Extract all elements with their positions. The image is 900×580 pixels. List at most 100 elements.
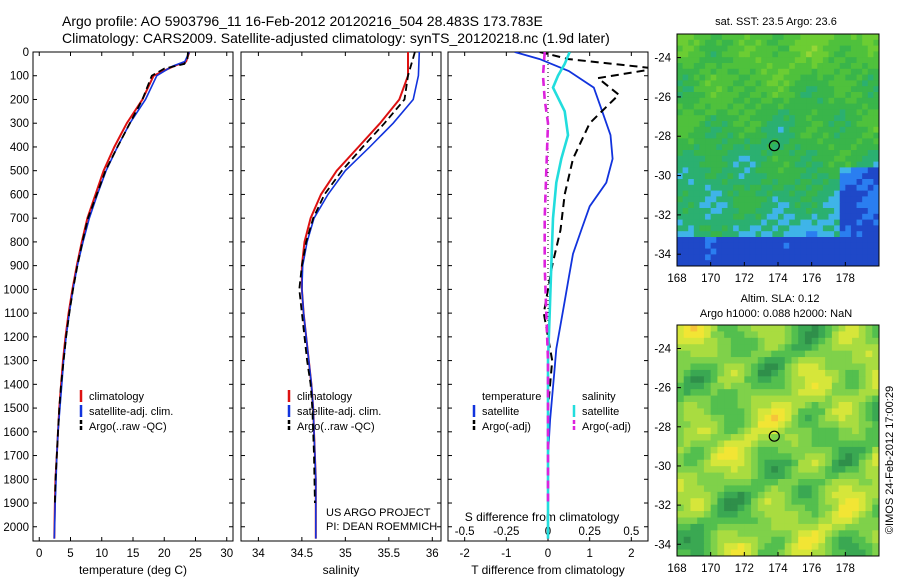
map-cell: [705, 225, 712, 232]
map-cell: [771, 511, 779, 518]
map-cell: [831, 331, 840, 339]
map-cell: [749, 231, 757, 238]
map-cell: [850, 179, 858, 186]
map-cell: [766, 213, 773, 221]
map-cell: [744, 446, 752, 454]
map-cell: [733, 132, 740, 139]
map-cell: [822, 34, 829, 41]
map-cell: [858, 376, 867, 384]
map-cell: [778, 150, 785, 157]
map-cell: [693, 190, 700, 197]
map-cell: [717, 402, 725, 409]
map-cell: [845, 155, 852, 163]
map-cell: [825, 427, 833, 435]
map-cell: [825, 363, 833, 371]
map-cell: [699, 132, 706, 139]
map-cell: [806, 225, 813, 232]
map-cell: [697, 325, 705, 332]
map-cell: [716, 161, 723, 168]
map-cell: [850, 150, 858, 157]
map-cell: [710, 97, 717, 105]
map-cell: [772, 39, 779, 47]
map-cell: [834, 86, 841, 93]
map-cell: [724, 491, 732, 499]
map-cell: [811, 231, 818, 238]
map-cell: [724, 543, 732, 551]
map-cell: [822, 196, 829, 203]
map-cell: [798, 369, 806, 377]
map-cell: [682, 103, 689, 110]
map-cell: [703, 440, 712, 448]
map-cell: [845, 208, 852, 215]
map-cell: [831, 395, 840, 403]
map-cell: [733, 68, 740, 76]
map-cell: [727, 184, 734, 192]
map-cell: [784, 472, 792, 480]
map-cell: [764, 331, 772, 339]
map-cell: [710, 337, 718, 345]
map-cell: [764, 337, 772, 345]
map-cell: [705, 126, 712, 134]
map-cell: [778, 376, 786, 384]
map-cell: [831, 543, 840, 551]
x-tick-label: 20: [158, 548, 171, 560]
map-cell: [744, 369, 752, 377]
map-cell: [828, 57, 835, 64]
map-cell: [798, 485, 806, 493]
map-cell: [806, 121, 813, 128]
map-cell: [865, 414, 873, 422]
map-cell: [755, 34, 762, 41]
map-cell: [738, 208, 745, 215]
map-cell: [811, 337, 819, 345]
map-cell: [834, 126, 841, 134]
map-cell: [693, 237, 700, 244]
map-cell: [778, 45, 785, 52]
map-cell: [697, 350, 705, 358]
map-cell: [838, 511, 846, 518]
map-cell: [771, 389, 779, 397]
map-cell: [825, 357, 833, 364]
map-cell: [744, 126, 751, 134]
map-cell: [699, 167, 706, 174]
map-cell: [749, 138, 757, 145]
map-cell: [822, 190, 829, 197]
map-cell: [744, 121, 751, 128]
map-cell: [811, 260, 818, 267]
map-cell: [749, 150, 757, 157]
map-cell: [677, 523, 685, 531]
map-cell: [856, 63, 863, 70]
map-cell: [850, 45, 858, 52]
map-cell: [682, 231, 689, 238]
map-cell: [811, 479, 819, 486]
map-cell: [727, 254, 734, 261]
map-cell: [831, 357, 840, 364]
map-cell: [850, 132, 858, 139]
map-cell: [822, 86, 829, 93]
map-cell: [850, 260, 858, 267]
map-cell: [800, 219, 807, 226]
map-cell: [804, 440, 813, 448]
map-cell: [761, 109, 768, 116]
map-cell: [733, 150, 740, 157]
map-cell: [717, 472, 725, 480]
map-cell: [738, 39, 745, 47]
map-cell: [744, 109, 751, 116]
map-cell: [705, 150, 712, 157]
map-cell: [778, 363, 786, 371]
map-cell: [834, 74, 841, 81]
map-cell: [761, 225, 768, 232]
map-cell: [856, 167, 863, 174]
map-cell: [697, 369, 705, 377]
map-cell: [710, 138, 717, 145]
map-cell: [717, 434, 725, 441]
map-cell: [828, 45, 835, 52]
map-cell: [744, 242, 751, 250]
map-cell: [705, 202, 712, 209]
map-cell: [856, 190, 863, 197]
map-cell: [724, 485, 732, 493]
map-cell: [822, 68, 829, 76]
map-cell: [778, 97, 785, 105]
map-cell: [804, 549, 813, 557]
map-cell: [822, 254, 829, 261]
map-cell: [798, 498, 806, 506]
